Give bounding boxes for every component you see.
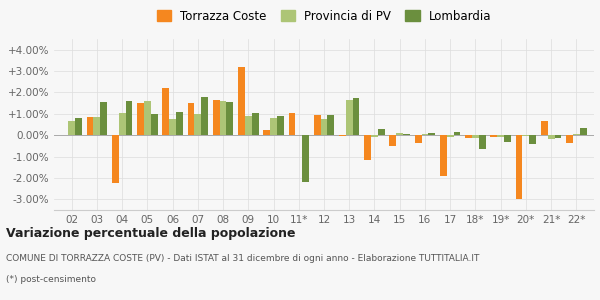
Bar: [515, 135, 523, 199]
Bar: [112, 135, 119, 183]
Bar: [201, 97, 208, 135]
Bar: [454, 132, 460, 135]
Bar: [151, 114, 158, 135]
Bar: [573, 134, 580, 135]
Bar: [213, 100, 220, 135]
Bar: [194, 114, 201, 135]
Bar: [100, 102, 107, 135]
Bar: [465, 135, 472, 138]
Bar: [252, 113, 259, 135]
Bar: [364, 135, 371, 160]
Bar: [353, 98, 359, 135]
Bar: [169, 119, 176, 135]
Bar: [328, 115, 334, 135]
Bar: [554, 135, 562, 138]
Bar: [472, 135, 479, 138]
Bar: [389, 135, 396, 146]
Bar: [75, 118, 82, 135]
Bar: [226, 102, 233, 135]
Bar: [163, 88, 169, 135]
Bar: [415, 135, 422, 143]
Bar: [188, 103, 194, 135]
Bar: [119, 113, 125, 135]
Bar: [378, 129, 385, 135]
Bar: [68, 121, 75, 135]
Bar: [346, 100, 353, 135]
Bar: [497, 135, 504, 137]
Bar: [176, 112, 183, 135]
Bar: [314, 115, 320, 135]
Bar: [541, 121, 548, 135]
Bar: [320, 119, 328, 135]
Bar: [566, 135, 573, 143]
Bar: [548, 135, 554, 140]
Bar: [238, 67, 245, 135]
Text: COMUNE DI TORRAZZA COSTE (PV) - Dati ISTAT al 31 dicembre di ogni anno - Elabora: COMUNE DI TORRAZZA COSTE (PV) - Dati IST…: [6, 254, 479, 263]
Bar: [86, 117, 94, 135]
Bar: [447, 135, 454, 137]
Bar: [580, 128, 587, 135]
Bar: [339, 135, 346, 136]
Bar: [125, 101, 133, 135]
Bar: [263, 130, 270, 135]
Bar: [490, 135, 497, 137]
Bar: [245, 116, 252, 135]
Bar: [302, 135, 309, 182]
Text: (*) post-censimento: (*) post-censimento: [6, 275, 96, 284]
Bar: [479, 135, 485, 149]
Bar: [137, 103, 144, 135]
Bar: [277, 116, 284, 135]
Bar: [270, 118, 277, 135]
Bar: [422, 134, 428, 135]
Bar: [440, 135, 447, 176]
Bar: [428, 133, 435, 135]
Bar: [403, 134, 410, 135]
Bar: [371, 135, 378, 137]
Bar: [220, 101, 226, 135]
Bar: [144, 101, 151, 135]
Bar: [396, 133, 403, 135]
Bar: [504, 135, 511, 142]
Text: Variazione percentuale della popolazione: Variazione percentuale della popolazione: [6, 227, 296, 240]
Bar: [523, 135, 529, 136]
Bar: [289, 113, 295, 135]
Bar: [94, 117, 100, 135]
Legend: Torrazza Coste, Provincia di PV, Lombardia: Torrazza Coste, Provincia di PV, Lombard…: [154, 7, 494, 25]
Bar: [529, 135, 536, 144]
